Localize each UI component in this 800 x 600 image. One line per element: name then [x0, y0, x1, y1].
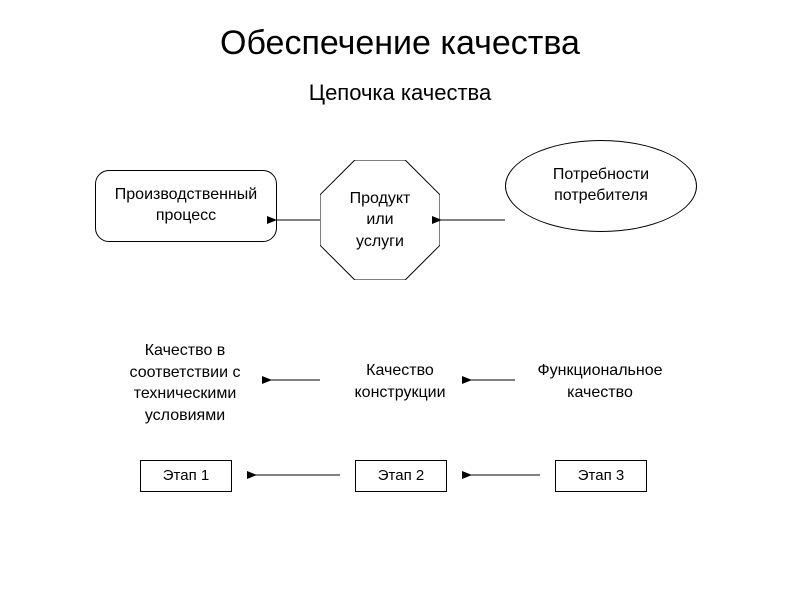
- diagram-canvas: Обеспечение качества Цепочка качества Пр…: [0, 0, 800, 600]
- label-quality-design: Качествоконструкции: [335, 360, 465, 403]
- node-needs: Потребностипотребителя: [505, 140, 697, 232]
- node-stage2: Этап 2: [355, 460, 447, 492]
- main-title: Обеспечение качества: [0, 24, 800, 63]
- node-stage3: Этап 3: [555, 460, 647, 492]
- label-quality-func: Функциональноекачество: [520, 360, 680, 403]
- node-product: Продуктилиуслуги: [320, 160, 440, 280]
- node-process: Производственныйпроцесс: [95, 170, 277, 242]
- subtitle: Цепочка качества: [0, 80, 800, 106]
- label-quality-spec: Качество всоответствии стехническимиусло…: [105, 340, 265, 426]
- node-stage1: Этап 1: [140, 460, 232, 492]
- node-product-text: Продуктилиуслуги: [320, 160, 440, 280]
